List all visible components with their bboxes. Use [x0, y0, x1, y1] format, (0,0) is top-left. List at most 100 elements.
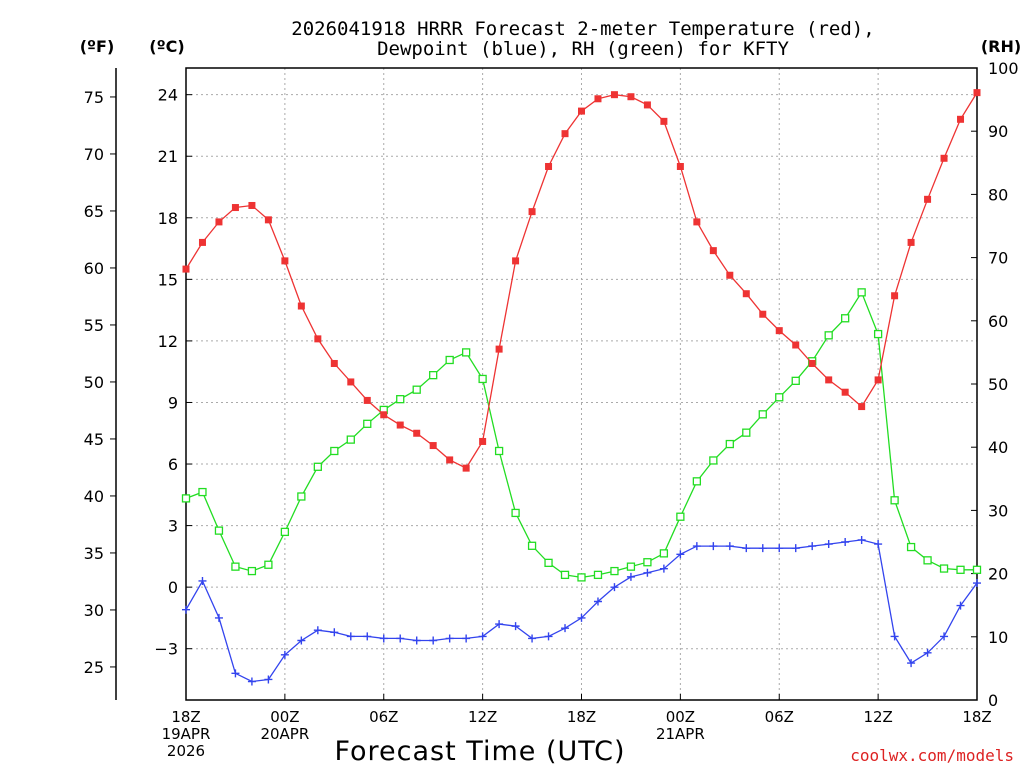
celsius-tick-label: 3 — [168, 517, 178, 536]
temperature-point — [446, 456, 454, 464]
temperature-point — [775, 327, 783, 335]
temperature-point — [396, 421, 404, 429]
time-tick-label: 12Z — [863, 708, 892, 726]
rh-point — [247, 566, 257, 576]
rh-point — [231, 562, 240, 571]
temperature-point — [215, 218, 223, 226]
celsius-tick-label: 9 — [168, 393, 178, 412]
temperature-point — [281, 257, 289, 265]
rh-point — [313, 462, 322, 471]
rh-point — [824, 331, 833, 340]
rh-point — [461, 348, 471, 357]
rh-point — [659, 549, 669, 558]
dewpoint-point — [198, 576, 207, 585]
fahrenheit-tick-label: 30 — [84, 601, 104, 620]
temperature-point — [545, 162, 553, 170]
dewpoint-line — [185, 539, 978, 683]
temperature-point — [198, 238, 206, 246]
temperature-point — [759, 310, 767, 318]
dewpoint-series — [182, 535, 981, 686]
rh-point — [972, 565, 982, 574]
dewpoint-point — [445, 634, 454, 643]
rh-point — [346, 435, 355, 444]
rh-point — [939, 564, 949, 573]
dewpoint-point — [808, 542, 817, 551]
rh-point — [857, 288, 866, 297]
rh-point — [923, 556, 932, 565]
temperature-point — [528, 208, 536, 216]
rh-point — [906, 542, 916, 552]
rh-point — [181, 494, 191, 503]
temperature-point — [627, 93, 635, 101]
time-tick-label: 12Z — [468, 708, 497, 726]
dewpoint-point — [528, 634, 537, 643]
dewpoint-point — [923, 648, 932, 657]
dewpoint-point — [626, 572, 635, 581]
dewpoint-point — [511, 622, 520, 631]
celsius-tick-label: 24 — [158, 86, 178, 105]
temperature-point — [512, 257, 520, 265]
dewpoint-point — [742, 544, 751, 553]
rh-tick-label: 60 — [988, 312, 1008, 331]
rh-point — [758, 410, 767, 419]
temperature-point — [643, 101, 651, 109]
temperature-point — [594, 95, 602, 103]
dewpoint-point — [709, 542, 718, 551]
time-tick-label: 00Z — [270, 708, 299, 726]
rh-axis: 0 10 20 30 40 50 60 70 80 90 100 — [971, 59, 1019, 710]
fahrenheit-tick-label: 65 — [84, 202, 104, 221]
temperature-point — [808, 359, 816, 367]
temperature-point — [479, 437, 487, 445]
dewpoint-point — [264, 675, 273, 684]
celsius-tick-label: 0 — [168, 578, 178, 597]
dewpoint-point — [907, 659, 916, 668]
temperature-point — [297, 302, 305, 310]
celsius-axis: −3 0 3 6 9 12 15 18 21 24 — [154, 86, 192, 659]
temperature-point — [182, 265, 190, 273]
temperature-point — [742, 290, 750, 298]
grid — [186, 68, 977, 700]
fahrenheit-tick-label: 45 — [84, 430, 104, 449]
rh-point — [873, 329, 883, 339]
fahrenheit-tick-label: 35 — [84, 544, 104, 563]
temperature-point — [462, 464, 470, 472]
rh-point — [264, 560, 273, 569]
rh-point — [890, 496, 899, 505]
dewpoint-point — [874, 540, 883, 549]
time-tick-label: 06Z — [369, 708, 398, 726]
rh-tick-label: 80 — [988, 185, 1008, 204]
dewpoint-point — [379, 634, 388, 643]
fahrenheit-tick-label: 70 — [84, 145, 104, 164]
rh-tick-label: 70 — [988, 249, 1008, 268]
rh-point — [626, 562, 636, 571]
rh-point — [775, 393, 784, 402]
title-block: 2026041918 HRRR Forecast 2-meter Tempera… — [291, 18, 874, 60]
time-tick-label: 21APR — [656, 725, 705, 743]
dewpoint-point — [890, 632, 899, 641]
rh-tick-label: 90 — [988, 122, 1008, 141]
rh-point — [577, 573, 586, 582]
dewpoint-point — [577, 613, 586, 622]
rh-point — [956, 565, 965, 574]
temperature-point — [825, 376, 833, 384]
temperature-series — [182, 89, 981, 472]
temperature-point — [709, 247, 717, 255]
temperature-point — [726, 271, 734, 279]
rh-point — [791, 376, 800, 385]
rh-point — [841, 314, 850, 323]
dewpoint-point — [956, 601, 965, 610]
celsius-tick-label: 12 — [158, 332, 178, 351]
time-tick-label: 18Z — [962, 708, 991, 726]
temperature-point — [610, 91, 618, 99]
temperature-point — [264, 216, 272, 224]
fahrenheit-unit-label: (ºF) — [80, 37, 115, 56]
rh-point — [725, 439, 734, 449]
dewpoint-point — [214, 613, 223, 622]
temperature-point — [314, 335, 322, 343]
rh-tick-label: 0 — [988, 691, 998, 710]
dewpoint-point — [231, 669, 240, 678]
rh-tick-label: 30 — [988, 501, 1008, 520]
dewpoint-point — [725, 542, 734, 551]
temperature-point — [874, 376, 882, 384]
